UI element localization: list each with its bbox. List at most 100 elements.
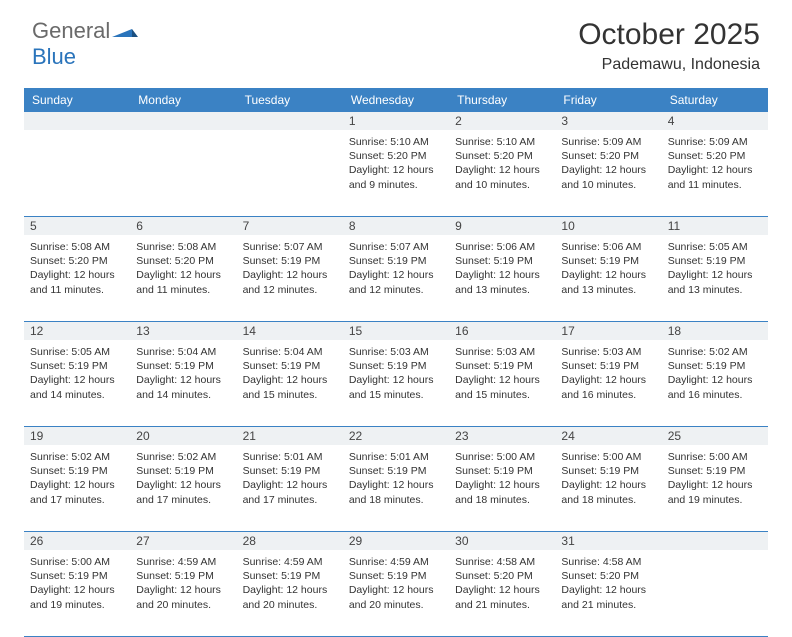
day-number: 24 xyxy=(555,427,661,445)
day-cell: Sunrise: 5:06 AMSunset: 5:19 PMDaylight:… xyxy=(449,235,555,321)
sunset-text: Sunset: 5:19 PM xyxy=(455,254,549,268)
day-details: Sunrise: 5:00 AMSunset: 5:19 PMDaylight:… xyxy=(30,553,124,612)
sunrise-text: Sunrise: 5:04 AM xyxy=(136,345,230,359)
sunrise-text: Sunrise: 5:03 AM xyxy=(561,345,655,359)
day-number: 7 xyxy=(237,217,343,235)
sunset-text: Sunset: 5:19 PM xyxy=(30,569,124,583)
daylight-text: Daylight: 12 hours and 17 minutes. xyxy=(30,478,124,506)
daylight-text: Daylight: 12 hours and 19 minutes. xyxy=(30,583,124,611)
day-number: 6 xyxy=(130,217,236,235)
day-number: 13 xyxy=(130,322,236,340)
day-details: Sunrise: 4:59 AMSunset: 5:19 PMDaylight:… xyxy=(136,553,230,612)
day-details: Sunrise: 4:59 AMSunset: 5:19 PMDaylight:… xyxy=(243,553,337,612)
day-details: Sunrise: 5:09 AMSunset: 5:20 PMDaylight:… xyxy=(668,133,762,192)
day-cell: Sunrise: 5:00 AMSunset: 5:19 PMDaylight:… xyxy=(555,445,661,531)
sunset-text: Sunset: 5:19 PM xyxy=(349,359,443,373)
day-details: Sunrise: 4:58 AMSunset: 5:20 PMDaylight:… xyxy=(455,553,549,612)
sunrise-text: Sunrise: 5:00 AM xyxy=(561,450,655,464)
day-details: Sunrise: 5:03 AMSunset: 5:19 PMDaylight:… xyxy=(455,343,549,402)
daylight-text: Daylight: 12 hours and 18 minutes. xyxy=(561,478,655,506)
day-details: Sunrise: 5:01 AMSunset: 5:19 PMDaylight:… xyxy=(349,448,443,507)
day-details: Sunrise: 5:01 AMSunset: 5:19 PMDaylight:… xyxy=(243,448,337,507)
day-header-wed: Wednesday xyxy=(343,88,449,112)
day-details: Sunrise: 5:02 AMSunset: 5:19 PMDaylight:… xyxy=(30,448,124,507)
calendar: Sunday Monday Tuesday Wednesday Thursday… xyxy=(24,88,768,637)
daylight-text: Daylight: 12 hours and 16 minutes. xyxy=(668,373,762,401)
daylight-text: Daylight: 12 hours and 12 minutes. xyxy=(243,268,337,296)
daylight-text: Daylight: 12 hours and 11 minutes. xyxy=(668,163,762,191)
sunrise-text: Sunrise: 5:08 AM xyxy=(30,240,124,254)
daylight-text: Daylight: 12 hours and 15 minutes. xyxy=(243,373,337,401)
week-row: Sunrise: 5:08 AMSunset: 5:20 PMDaylight:… xyxy=(24,235,768,322)
day-cell: Sunrise: 5:03 AMSunset: 5:19 PMDaylight:… xyxy=(555,340,661,426)
sunrise-text: Sunrise: 5:02 AM xyxy=(30,450,124,464)
sunrise-text: Sunrise: 4:59 AM xyxy=(349,555,443,569)
day-details: Sunrise: 5:08 AMSunset: 5:20 PMDaylight:… xyxy=(30,238,124,297)
daylight-text: Daylight: 12 hours and 11 minutes. xyxy=(30,268,124,296)
day-cell: Sunrise: 5:00 AMSunset: 5:19 PMDaylight:… xyxy=(662,445,768,531)
day-number xyxy=(237,112,343,130)
sunrise-text: Sunrise: 5:02 AM xyxy=(668,345,762,359)
day-number: 1 xyxy=(343,112,449,130)
day-number: 11 xyxy=(662,217,768,235)
week-row: Sunrise: 5:00 AMSunset: 5:19 PMDaylight:… xyxy=(24,550,768,637)
day-details: Sunrise: 5:03 AMSunset: 5:19 PMDaylight:… xyxy=(561,343,655,402)
day-cell: Sunrise: 5:07 AMSunset: 5:19 PMDaylight:… xyxy=(237,235,343,321)
sunset-text: Sunset: 5:20 PM xyxy=(561,569,655,583)
day-number: 15 xyxy=(343,322,449,340)
day-cell: Sunrise: 5:10 AMSunset: 5:20 PMDaylight:… xyxy=(343,130,449,216)
sunrise-text: Sunrise: 5:09 AM xyxy=(668,135,762,149)
sunrise-text: Sunrise: 4:59 AM xyxy=(136,555,230,569)
day-cell: Sunrise: 5:02 AMSunset: 5:19 PMDaylight:… xyxy=(130,445,236,531)
day-header-fri: Friday xyxy=(555,88,661,112)
day-cell: Sunrise: 5:07 AMSunset: 5:19 PMDaylight:… xyxy=(343,235,449,321)
day-cell: Sunrise: 4:58 AMSunset: 5:20 PMDaylight:… xyxy=(449,550,555,636)
sunset-text: Sunset: 5:19 PM xyxy=(668,359,762,373)
sunrise-text: Sunrise: 4:58 AM xyxy=(455,555,549,569)
daylight-text: Daylight: 12 hours and 10 minutes. xyxy=(455,163,549,191)
day-cell xyxy=(237,130,343,216)
daylight-text: Daylight: 12 hours and 17 minutes. xyxy=(136,478,230,506)
day-number: 26 xyxy=(24,532,130,550)
sunset-text: Sunset: 5:19 PM xyxy=(349,569,443,583)
day-number: 12 xyxy=(24,322,130,340)
day-details: Sunrise: 5:05 AMSunset: 5:19 PMDaylight:… xyxy=(668,238,762,297)
day-cell: Sunrise: 5:01 AMSunset: 5:19 PMDaylight:… xyxy=(237,445,343,531)
day-details: Sunrise: 5:02 AMSunset: 5:19 PMDaylight:… xyxy=(668,343,762,402)
week-row: Sunrise: 5:05 AMSunset: 5:19 PMDaylight:… xyxy=(24,340,768,427)
sunrise-text: Sunrise: 5:06 AM xyxy=(455,240,549,254)
day-header-row: Sunday Monday Tuesday Wednesday Thursday… xyxy=(24,88,768,112)
sunset-text: Sunset: 5:19 PM xyxy=(136,569,230,583)
day-details: Sunrise: 5:06 AMSunset: 5:19 PMDaylight:… xyxy=(455,238,549,297)
sunset-text: Sunset: 5:19 PM xyxy=(30,464,124,478)
day-cell xyxy=(662,550,768,636)
sunrise-text: Sunrise: 5:00 AM xyxy=(30,555,124,569)
day-cell: Sunrise: 5:00 AMSunset: 5:19 PMDaylight:… xyxy=(449,445,555,531)
sunrise-text: Sunrise: 4:58 AM xyxy=(561,555,655,569)
day-header-thu: Thursday xyxy=(449,88,555,112)
daylight-text: Daylight: 12 hours and 15 minutes. xyxy=(455,373,549,401)
sunset-text: Sunset: 5:19 PM xyxy=(136,464,230,478)
sunset-text: Sunset: 5:19 PM xyxy=(455,359,549,373)
sunset-text: Sunset: 5:20 PM xyxy=(455,149,549,163)
logo-text-blue: Blue xyxy=(32,44,76,69)
day-header-sat: Saturday xyxy=(662,88,768,112)
week-row: Sunrise: 5:10 AMSunset: 5:20 PMDaylight:… xyxy=(24,130,768,217)
sunrise-text: Sunrise: 5:05 AM xyxy=(30,345,124,359)
day-details: Sunrise: 4:59 AMSunset: 5:19 PMDaylight:… xyxy=(349,553,443,612)
day-details: Sunrise: 5:10 AMSunset: 5:20 PMDaylight:… xyxy=(455,133,549,192)
sunrise-text: Sunrise: 5:07 AM xyxy=(243,240,337,254)
location: Pademawu, Indonesia xyxy=(578,56,760,74)
sunset-text: Sunset: 5:19 PM xyxy=(668,254,762,268)
day-cell: Sunrise: 5:00 AMSunset: 5:19 PMDaylight:… xyxy=(24,550,130,636)
daylight-text: Daylight: 12 hours and 10 minutes. xyxy=(561,163,655,191)
day-cell: Sunrise: 5:08 AMSunset: 5:20 PMDaylight:… xyxy=(24,235,130,321)
daylight-text: Daylight: 12 hours and 18 minutes. xyxy=(455,478,549,506)
daylight-text: Daylight: 12 hours and 13 minutes. xyxy=(455,268,549,296)
day-cell: Sunrise: 5:10 AMSunset: 5:20 PMDaylight:… xyxy=(449,130,555,216)
day-header-mon: Monday xyxy=(130,88,236,112)
sunset-text: Sunset: 5:19 PM xyxy=(455,464,549,478)
title-block: October 2025 Pademawu, Indonesia xyxy=(578,18,760,74)
day-header-sun: Sunday xyxy=(24,88,130,112)
day-details: Sunrise: 5:00 AMSunset: 5:19 PMDaylight:… xyxy=(561,448,655,507)
